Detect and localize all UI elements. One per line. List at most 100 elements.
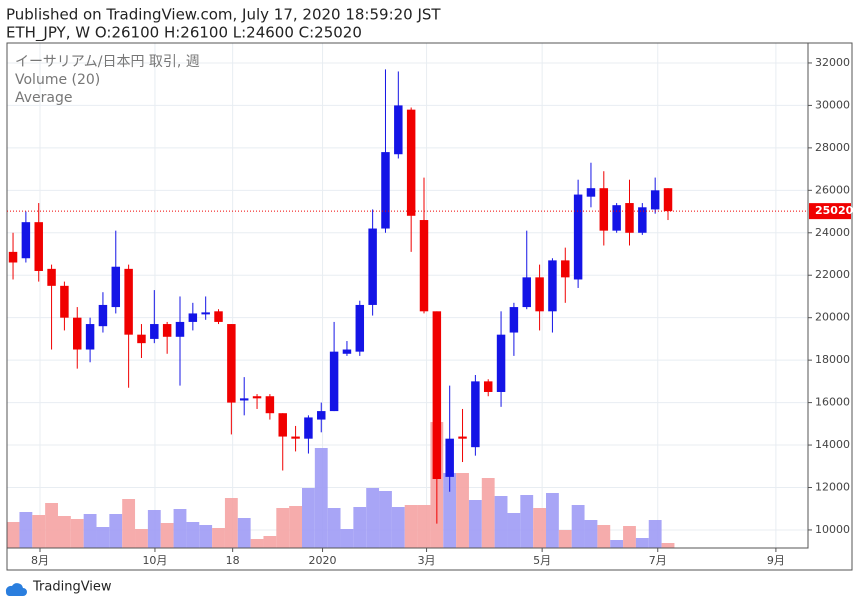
volume-bar (109, 514, 123, 548)
body (111, 266, 121, 308)
body (47, 268, 56, 286)
body (496, 334, 506, 392)
volume-bar (160, 523, 174, 548)
body (342, 349, 352, 354)
body (522, 277, 531, 308)
volume-bar (19, 512, 33, 548)
x-tick-label: 18 (226, 554, 240, 567)
symbol-line: ETH_JPY, W O:26100 H:26100 L:24600 C:250… (6, 24, 362, 43)
volume-bar (610, 540, 624, 548)
volume-bar (70, 519, 84, 548)
body (214, 311, 223, 322)
body (432, 311, 442, 480)
body (188, 313, 198, 322)
volume-bar (224, 498, 238, 548)
volume-bar (507, 513, 521, 548)
body (599, 188, 609, 231)
volume-bar (468, 500, 482, 548)
body (227, 324, 236, 403)
volume-bar (276, 508, 290, 548)
volume-bar (597, 525, 611, 548)
volume (6, 422, 675, 548)
volume-bar (135, 529, 148, 548)
y-tick-label: 22000 (815, 268, 850, 281)
volume-bar (443, 473, 457, 548)
body (548, 260, 557, 312)
body (73, 317, 82, 350)
volume-bar (83, 514, 97, 548)
body (34, 222, 43, 271)
body (162, 324, 172, 337)
published-line: Published on TradingView.com, July 17, 2… (6, 6, 441, 24)
body (252, 396, 262, 399)
body (355, 304, 365, 352)
volume-bar (558, 530, 572, 548)
legend-volume: Volume (20) (15, 72, 100, 88)
volume-bar (57, 516, 71, 548)
volume-bar (199, 525, 213, 548)
volume-bar (6, 522, 20, 548)
y-tick-label: 32000 (815, 56, 850, 69)
legend-average: Average (15, 90, 73, 106)
volume-bar (250, 539, 264, 548)
x-tick-label: 10月 (142, 554, 167, 567)
body (201, 312, 210, 315)
volume-bar (584, 520, 598, 548)
y-tick-label: 30000 (815, 98, 850, 111)
volume-bar (122, 499, 136, 548)
body (650, 190, 660, 210)
x-tick-label: 8月 (31, 554, 49, 567)
body (445, 438, 454, 477)
volume-bar (366, 488, 380, 548)
body (85, 324, 95, 350)
volume-bar (456, 473, 469, 548)
body (663, 188, 673, 212)
volume-bar (481, 478, 495, 548)
volume-bar (635, 538, 649, 548)
x-tick-label: 5月 (533, 554, 551, 567)
volume-bar (494, 496, 508, 548)
body (175, 321, 185, 337)
body (150, 324, 159, 339)
volume-bar (417, 505, 431, 548)
body (291, 436, 300, 439)
outer-frame (6, 42, 853, 571)
body (458, 436, 467, 439)
body (98, 304, 108, 327)
brand: TradingView (32, 580, 112, 595)
body (8, 251, 18, 263)
volume-bar (173, 509, 187, 548)
x-tick-label: 2020 (309, 554, 337, 567)
body (124, 268, 133, 335)
body (509, 307, 519, 333)
body (381, 152, 390, 229)
y-tick-label: 26000 (815, 183, 850, 196)
volume-bar (263, 536, 277, 548)
x-tick-label: 3月 (418, 554, 436, 567)
body (561, 260, 570, 278)
body (317, 411, 326, 420)
last-price-label: 25020 (815, 204, 854, 217)
body (638, 207, 647, 233)
volume-bar (340, 529, 354, 548)
body (329, 351, 339, 412)
body (535, 277, 544, 312)
volume-bar (546, 493, 559, 548)
body (368, 228, 377, 305)
y-tick-label: 18000 (815, 353, 850, 366)
logo-icon (5, 583, 27, 596)
candles (8, 69, 673, 524)
body (137, 334, 146, 344)
body (304, 417, 313, 439)
body (60, 285, 69, 318)
y-tick-label: 24000 (815, 226, 850, 239)
volume-bar (96, 527, 110, 548)
y-tick-label: 28000 (815, 141, 850, 154)
body (21, 222, 31, 259)
volume-bar (391, 507, 405, 548)
logo[interactable]: TradingView (5, 580, 112, 597)
body (406, 109, 416, 216)
volume-bar (353, 507, 367, 548)
volume-bar (147, 510, 161, 548)
